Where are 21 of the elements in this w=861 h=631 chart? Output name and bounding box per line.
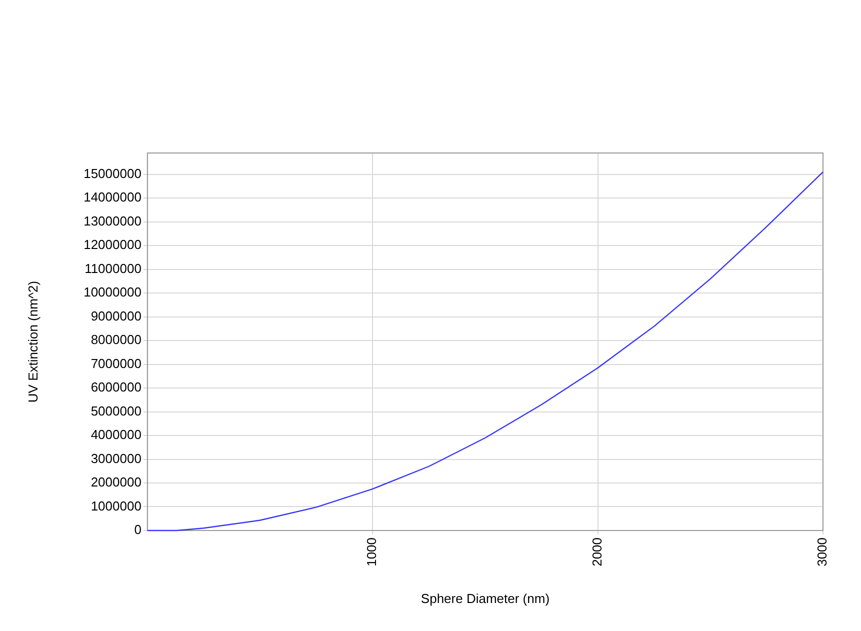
y-tick-label: 14000000: [84, 190, 142, 205]
x-axis-title: Sphere Diameter (nm): [420, 590, 550, 606]
y-tick-label: 6000000: [90, 380, 142, 395]
y-tick-label: 10000000: [84, 284, 142, 300]
x-tick-label: 2000: [589, 537, 604, 566]
y-tick-label: 15000000: [84, 166, 142, 181]
y-tick-label: 8000000: [90, 332, 142, 348]
y-tick-label: 1000000: [90, 498, 142, 514]
y-tick-label: 7000000: [90, 356, 142, 371]
x-tick-label: 1000: [364, 537, 380, 566]
x-tick-label: 3000: [814, 537, 830, 566]
y-tick-label: 3000000: [90, 450, 142, 466]
y-tick-label: 2000000: [90, 474, 142, 490]
y-tick-label: 4000000: [90, 427, 142, 442]
y-axis-title: UV Extinction (nm^2): [25, 280, 40, 403]
y-tick-label: 0: [134, 522, 142, 538]
y-tick-label: 11000000: [84, 260, 142, 276]
y-tick-label: 12000000: [84, 237, 142, 252]
y-tick-label: 9000000: [90, 308, 142, 324]
y-tick-label: 13000000: [84, 213, 142, 228]
y-tick-label: 5000000: [90, 403, 142, 418]
